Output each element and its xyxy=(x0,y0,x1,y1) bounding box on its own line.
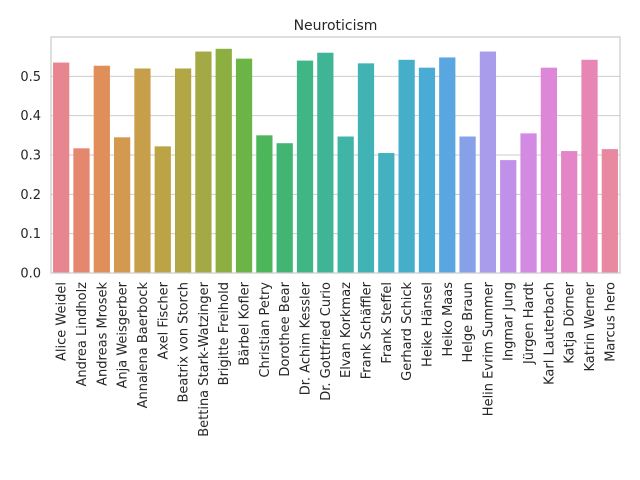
x-tick-label: Heike Hänsel xyxy=(420,282,435,367)
x-tick-labels: Alice Weidel Andrea Lindholz Andreas Mrose… xyxy=(55,281,619,436)
x-tick-label: Axel Fischer xyxy=(156,281,171,359)
bar xyxy=(561,151,578,273)
y-tick-label: 0.1 xyxy=(20,227,41,242)
bar xyxy=(540,67,558,274)
bar xyxy=(479,51,497,274)
bars xyxy=(53,48,618,274)
y-tick-labels: 0.0 0.1 0.2 0.3 0.4 0.5 xyxy=(20,70,41,282)
bar xyxy=(154,146,171,273)
bar xyxy=(459,136,476,273)
plot-frame xyxy=(50,36,621,274)
bar xyxy=(235,58,253,274)
bar xyxy=(134,68,151,273)
bar xyxy=(296,60,314,273)
bar xyxy=(357,63,375,273)
chart-title: Neuroticism xyxy=(294,18,378,34)
plot-border xyxy=(50,36,621,274)
bar xyxy=(439,57,456,273)
x-tick-label: Alice Weidel xyxy=(55,282,70,361)
x-tick-label: Brigitte Freihold xyxy=(217,282,232,385)
x-tick-label: Dr. Achim Kessler xyxy=(299,281,314,395)
bar xyxy=(53,62,70,273)
x-tick-label: Christian Petry xyxy=(258,282,273,378)
bar xyxy=(195,51,212,274)
y-tick-label: 0.0 xyxy=(20,267,41,282)
x-tick-label: Gerhard Schick xyxy=(400,282,415,381)
bar xyxy=(398,59,415,274)
bar xyxy=(581,59,598,274)
y-tick-label: 0.3 xyxy=(20,149,41,164)
bar xyxy=(276,143,293,273)
bar xyxy=(317,52,334,273)
x-tick-label: Frank Steffel xyxy=(380,282,395,364)
x-tick-label: Frank Schäffler xyxy=(359,281,374,379)
x-tick-label: Andreas Mrosek xyxy=(95,282,110,386)
x-tick-label: Anja Weisgerber xyxy=(116,281,131,388)
x-tick-label: Karl Lauterbach xyxy=(542,282,557,385)
x-tick-label: Annalena Baerbock xyxy=(136,282,151,409)
x-tick-label: Bettina Stark-Watzinger xyxy=(197,281,212,436)
x-tick-label: Beatrix von Storch xyxy=(177,282,192,403)
x-tick-label: Elvan Korkmaz xyxy=(339,282,354,378)
bar xyxy=(418,67,436,274)
x-tick-label: Bärbel Kofler xyxy=(238,281,253,365)
bar xyxy=(215,48,232,273)
bar xyxy=(500,160,517,273)
x-tick-label: Dorothee Bear xyxy=(278,281,293,376)
bar xyxy=(93,65,110,273)
x-tick-label: Ingmar Jung xyxy=(502,282,517,361)
x-tick-label: Heiko Maas xyxy=(441,282,456,357)
y-tick-label: 0.2 xyxy=(20,188,41,203)
bar xyxy=(378,153,395,273)
bar xyxy=(337,136,354,273)
x-tick-label: Andrea Lindholz xyxy=(75,282,90,387)
x-tick-label: Helge Braun xyxy=(461,282,476,362)
bar xyxy=(256,135,273,273)
bar xyxy=(520,133,537,273)
x-tick-label: Helin Evrim Summer xyxy=(481,281,496,416)
y-tick-label: 0.4 xyxy=(20,109,41,124)
x-tick-label: Katja Dörner xyxy=(563,281,578,363)
bar xyxy=(174,68,192,273)
bar xyxy=(601,149,618,273)
y-tick-label: 0.5 xyxy=(20,70,41,85)
x-tick-label: Dr. Gottfried Curio xyxy=(319,282,334,401)
x-tick-label: Jürgen Hardt xyxy=(522,282,537,365)
bar xyxy=(73,148,90,273)
x-tick-label: Marcus hero xyxy=(603,282,618,362)
x-tick-label: Katrin Werner xyxy=(583,281,598,371)
bar xyxy=(113,137,131,273)
